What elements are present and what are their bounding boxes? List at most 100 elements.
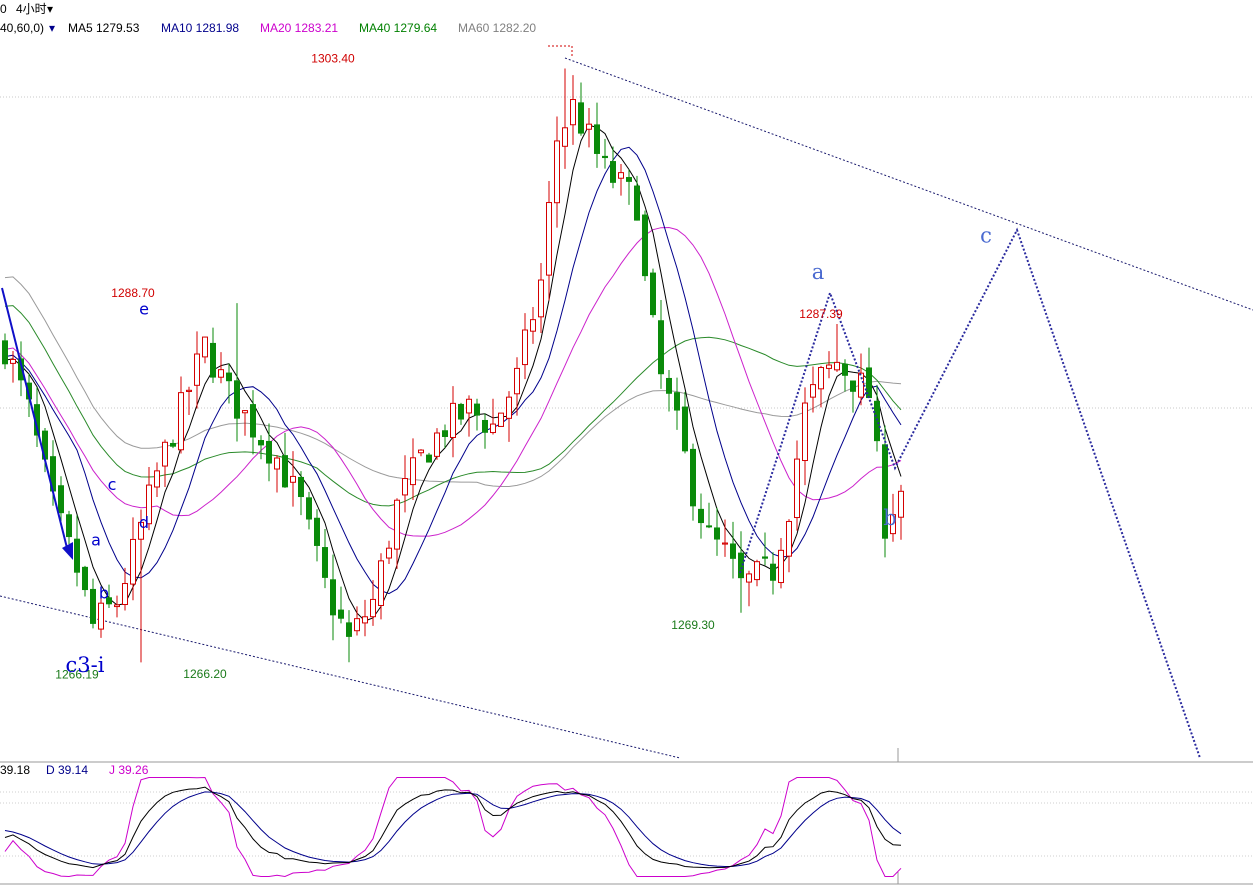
period-dropdown-icon[interactable]: ▾ [47, 2, 53, 16]
top-toolbar: 0 4小时 ▾ [0, 2, 53, 16]
params-dropdown-icon[interactable]: ▾ [49, 21, 55, 35]
candle-body [834, 361, 840, 371]
ma-params: 40,60,0) [0, 21, 44, 35]
candle-body [450, 402, 456, 438]
candle-body [610, 161, 616, 183]
candle-body [490, 423, 496, 434]
candle-body [474, 403, 480, 416]
candle-body [130, 538, 136, 585]
ma20-line [4, 226, 902, 537]
candle-body [458, 403, 464, 420]
ma10-label: MA10 1281.98 [161, 21, 239, 35]
kdj-d-value: D 39.14 [46, 763, 88, 777]
candle-body [82, 566, 88, 591]
candle-body [122, 583, 128, 606]
candle-body [898, 490, 904, 518]
candle-body [826, 364, 832, 369]
candle-body [690, 448, 696, 507]
candle-body [202, 336, 208, 358]
candle-body [522, 329, 528, 366]
candle-body [674, 392, 680, 411]
price-label: 1303.40 [311, 52, 355, 66]
candle-body [506, 396, 512, 419]
candle-body [498, 412, 504, 427]
wave-label: b [99, 583, 109, 602]
candle-body [786, 520, 792, 557]
candle-body [410, 457, 416, 486]
candle-body [722, 542, 728, 545]
kdj-legend: 39.18 D 39.14 J 39.26 [0, 763, 149, 777]
ma20-label: MA20 1283.21 [260, 21, 338, 35]
candle-body [434, 432, 440, 457]
candle-body [698, 508, 704, 524]
candle-body [218, 369, 224, 378]
candles [1, 68, 904, 663]
candle-body [330, 579, 336, 616]
grid [0, 96, 1253, 885]
price-label: 1269.30 [671, 618, 715, 632]
candle-body [362, 616, 368, 624]
candle-body [194, 353, 200, 386]
candle-body [666, 377, 672, 394]
period-selector[interactable]: 4小时 [16, 2, 47, 16]
wave-label: d [139, 513, 149, 532]
trend-lines [0, 57, 1253, 759]
candle-body [338, 609, 344, 619]
kdj-panel [0, 776, 1253, 878]
ma60-label: MA60 1282.20 [458, 21, 536, 35]
candle-body [682, 406, 688, 452]
candle-body [90, 588, 96, 624]
wave-projection [739, 227, 1201, 759]
price-label: 1287.39 [799, 307, 843, 321]
candle-body [554, 140, 560, 204]
candle-body [266, 440, 272, 464]
candle-body [394, 499, 400, 550]
candle-body [762, 556, 768, 559]
candle-body [482, 419, 488, 433]
candle-body [426, 454, 432, 463]
candle-body [546, 202, 552, 276]
candle-body [250, 404, 256, 438]
candle-body [154, 470, 160, 488]
candle-body [322, 547, 328, 578]
candle-body [106, 597, 112, 605]
candle-body [234, 380, 240, 419]
candle-body [290, 475, 296, 483]
candle-body [162, 441, 168, 467]
candle-body [618, 172, 624, 179]
candle-body [10, 358, 16, 364]
wave-label: c3-i [66, 653, 105, 677]
kdj-j-line [4, 776, 902, 878]
candle-body [378, 560, 384, 606]
projection-label: b [883, 506, 896, 530]
candle-body [882, 444, 888, 539]
candle-body [754, 561, 760, 581]
candle-body [514, 367, 520, 395]
kdj-d-line [4, 791, 902, 868]
candle-body [274, 457, 280, 470]
candle-body [794, 458, 800, 519]
candle-body [178, 392, 184, 451]
projection-label: c [980, 223, 992, 247]
candle-body [770, 563, 776, 581]
candle-body [530, 319, 536, 332]
candle-body [2, 340, 8, 365]
ma40-label: MA40 1279.64 [359, 21, 437, 35]
candle-body [658, 320, 664, 375]
ma-legend: 40,60,0) ▾ MA5 1279.53 MA10 1281.98 MA20… [0, 21, 536, 35]
candle-body [386, 547, 392, 559]
candle-body [778, 549, 784, 584]
candle-body [594, 124, 600, 154]
kdj-k-value: 39.18 [0, 763, 30, 777]
candle-body [562, 127, 568, 147]
candle-body [258, 440, 264, 446]
candle-body [714, 527, 720, 540]
wave-arrow-line [1, 287, 69, 553]
candle-body [242, 410, 248, 414]
candle-body [538, 279, 544, 318]
candle-body [818, 367, 824, 390]
candle-body [186, 389, 192, 392]
candle-body [170, 442, 176, 447]
